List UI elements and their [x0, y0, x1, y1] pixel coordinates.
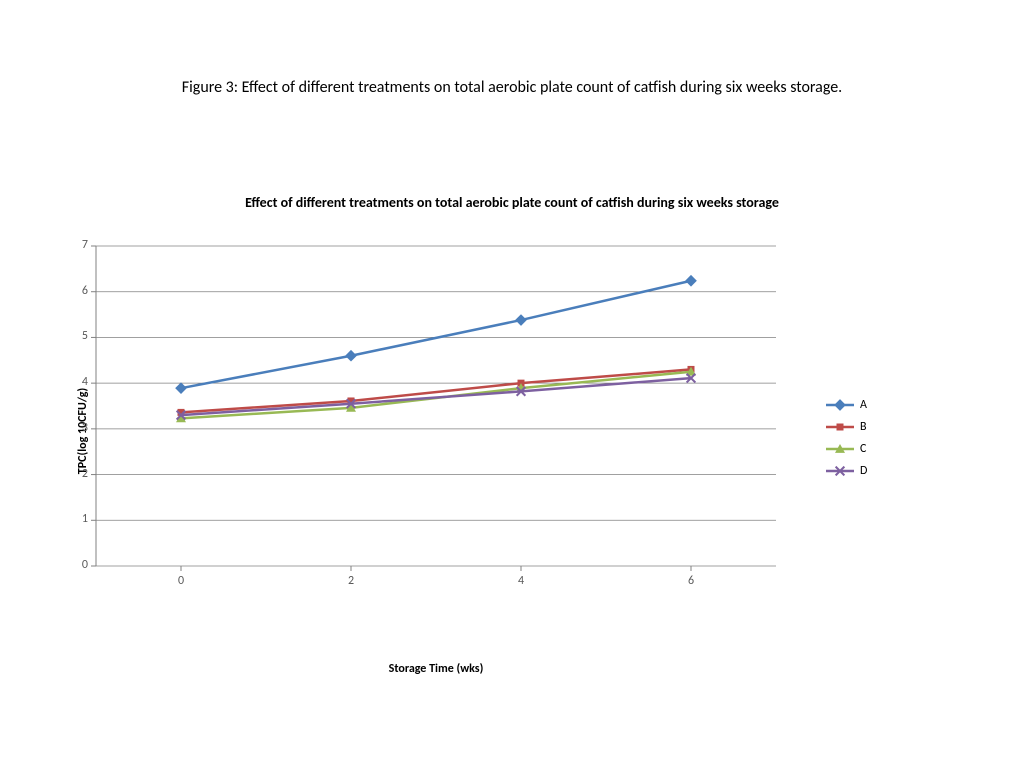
legend-swatch — [826, 442, 854, 456]
legend-swatch — [826, 398, 854, 412]
y-tick-label: 3 — [68, 421, 88, 435]
y-tick-label: 5 — [68, 329, 88, 343]
y-tick-label: 0 — [68, 558, 88, 572]
y-tick-label: 2 — [68, 467, 88, 481]
chart-legend: ABCD — [826, 394, 867, 482]
legend-label: A — [860, 398, 867, 412]
y-tick-label: 1 — [68, 512, 88, 526]
x-tick-label: 0 — [171, 574, 191, 588]
legend-swatch — [826, 420, 854, 434]
line-chart: TPC(log 10CFU/g) 01234567 0246 Storage T… — [96, 246, 928, 616]
y-tick-label: 6 — [68, 284, 88, 298]
legend-item: C — [826, 438, 867, 460]
legend-label: C — [860, 442, 866, 456]
x-tick-label: 2 — [341, 574, 361, 588]
x-axis-label: Storage Time (wks) — [96, 662, 776, 676]
y-tick-label: 4 — [68, 375, 88, 389]
x-tick-label: 6 — [681, 574, 701, 588]
y-tick-label: 7 — [68, 238, 88, 252]
x-tick-label: 4 — [511, 574, 531, 588]
chart-plot-area — [96, 246, 776, 566]
legend-swatch — [826, 464, 854, 478]
legend-item: B — [826, 416, 867, 438]
legend-item: D — [826, 460, 867, 482]
chart-title: Effect of different treatments on total … — [0, 194, 1024, 211]
legend-label: B — [860, 420, 867, 434]
legend-item: A — [826, 394, 867, 416]
figure-caption: Figure 3: Effect of different treatments… — [0, 78, 1024, 97]
legend-label: D — [860, 464, 867, 478]
